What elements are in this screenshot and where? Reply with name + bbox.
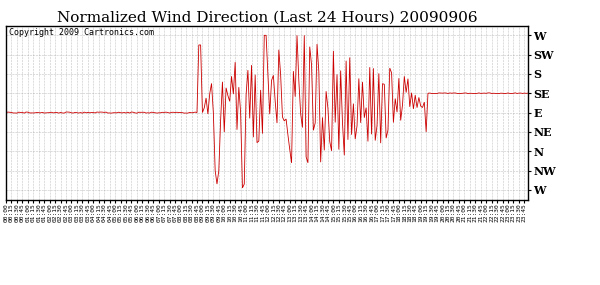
Title: Normalized Wind Direction (Last 24 Hours) 20090906: Normalized Wind Direction (Last 24 Hours… (56, 11, 478, 25)
Text: Copyright 2009 Cartronics.com: Copyright 2009 Cartronics.com (8, 28, 154, 37)
